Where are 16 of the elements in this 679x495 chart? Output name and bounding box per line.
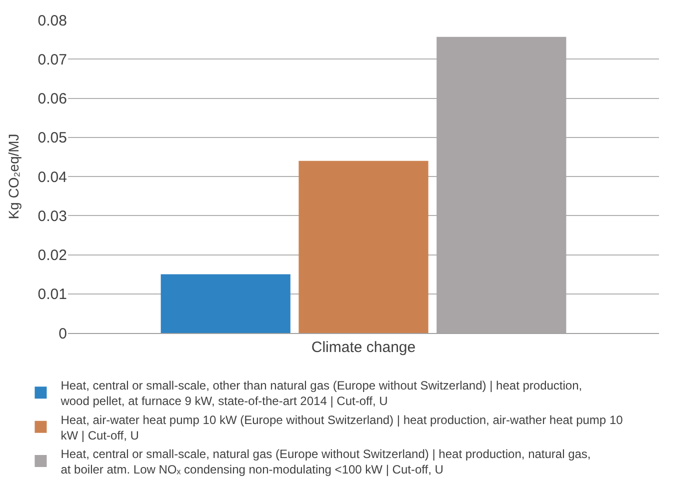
y-tick-label: 0.04 [38, 168, 67, 186]
y-tick-label: 0.01 [38, 286, 67, 304]
y-tick-label: 0.02 [38, 247, 67, 264]
legend-label: Heat, central or small-scale, natural gas (Europe without Switzerland) | heat production, natural gas, at boiler atm. Low NOₓ condensing non-modulating <100 kW | Cut-off, U [60, 446, 591, 477]
bar [160, 274, 290, 333]
legend-label: Heat, air-water heat pump 10 kW (Europe without Switzerland) | heat production, air-wather heat pump 10 kW | Cut-off, U [60, 412, 624, 442]
y-tick-label: 0.05 [38, 130, 67, 147]
y-tick-label: 0.06 [38, 90, 67, 108]
bar [298, 160, 428, 333]
x-tick-label: Climate change [311, 339, 416, 356]
legend-label: Heat, central or small-scale, other than natural gas (Europe without Switzerland) | heat production, wood pellet, at furnace 9 kW, state-of-the-art 2014 | Cut-off, U [60, 378, 582, 408]
y-tick-label: 0.03 [38, 208, 67, 225]
y-tick-label: 0.08 [38, 12, 67, 30]
y-tick-label: 0.07 [38, 51, 67, 68]
y-tick-label: 0 [58, 325, 67, 342]
y-axis-title: Kg CO₂eq/MJ [5, 134, 22, 220]
